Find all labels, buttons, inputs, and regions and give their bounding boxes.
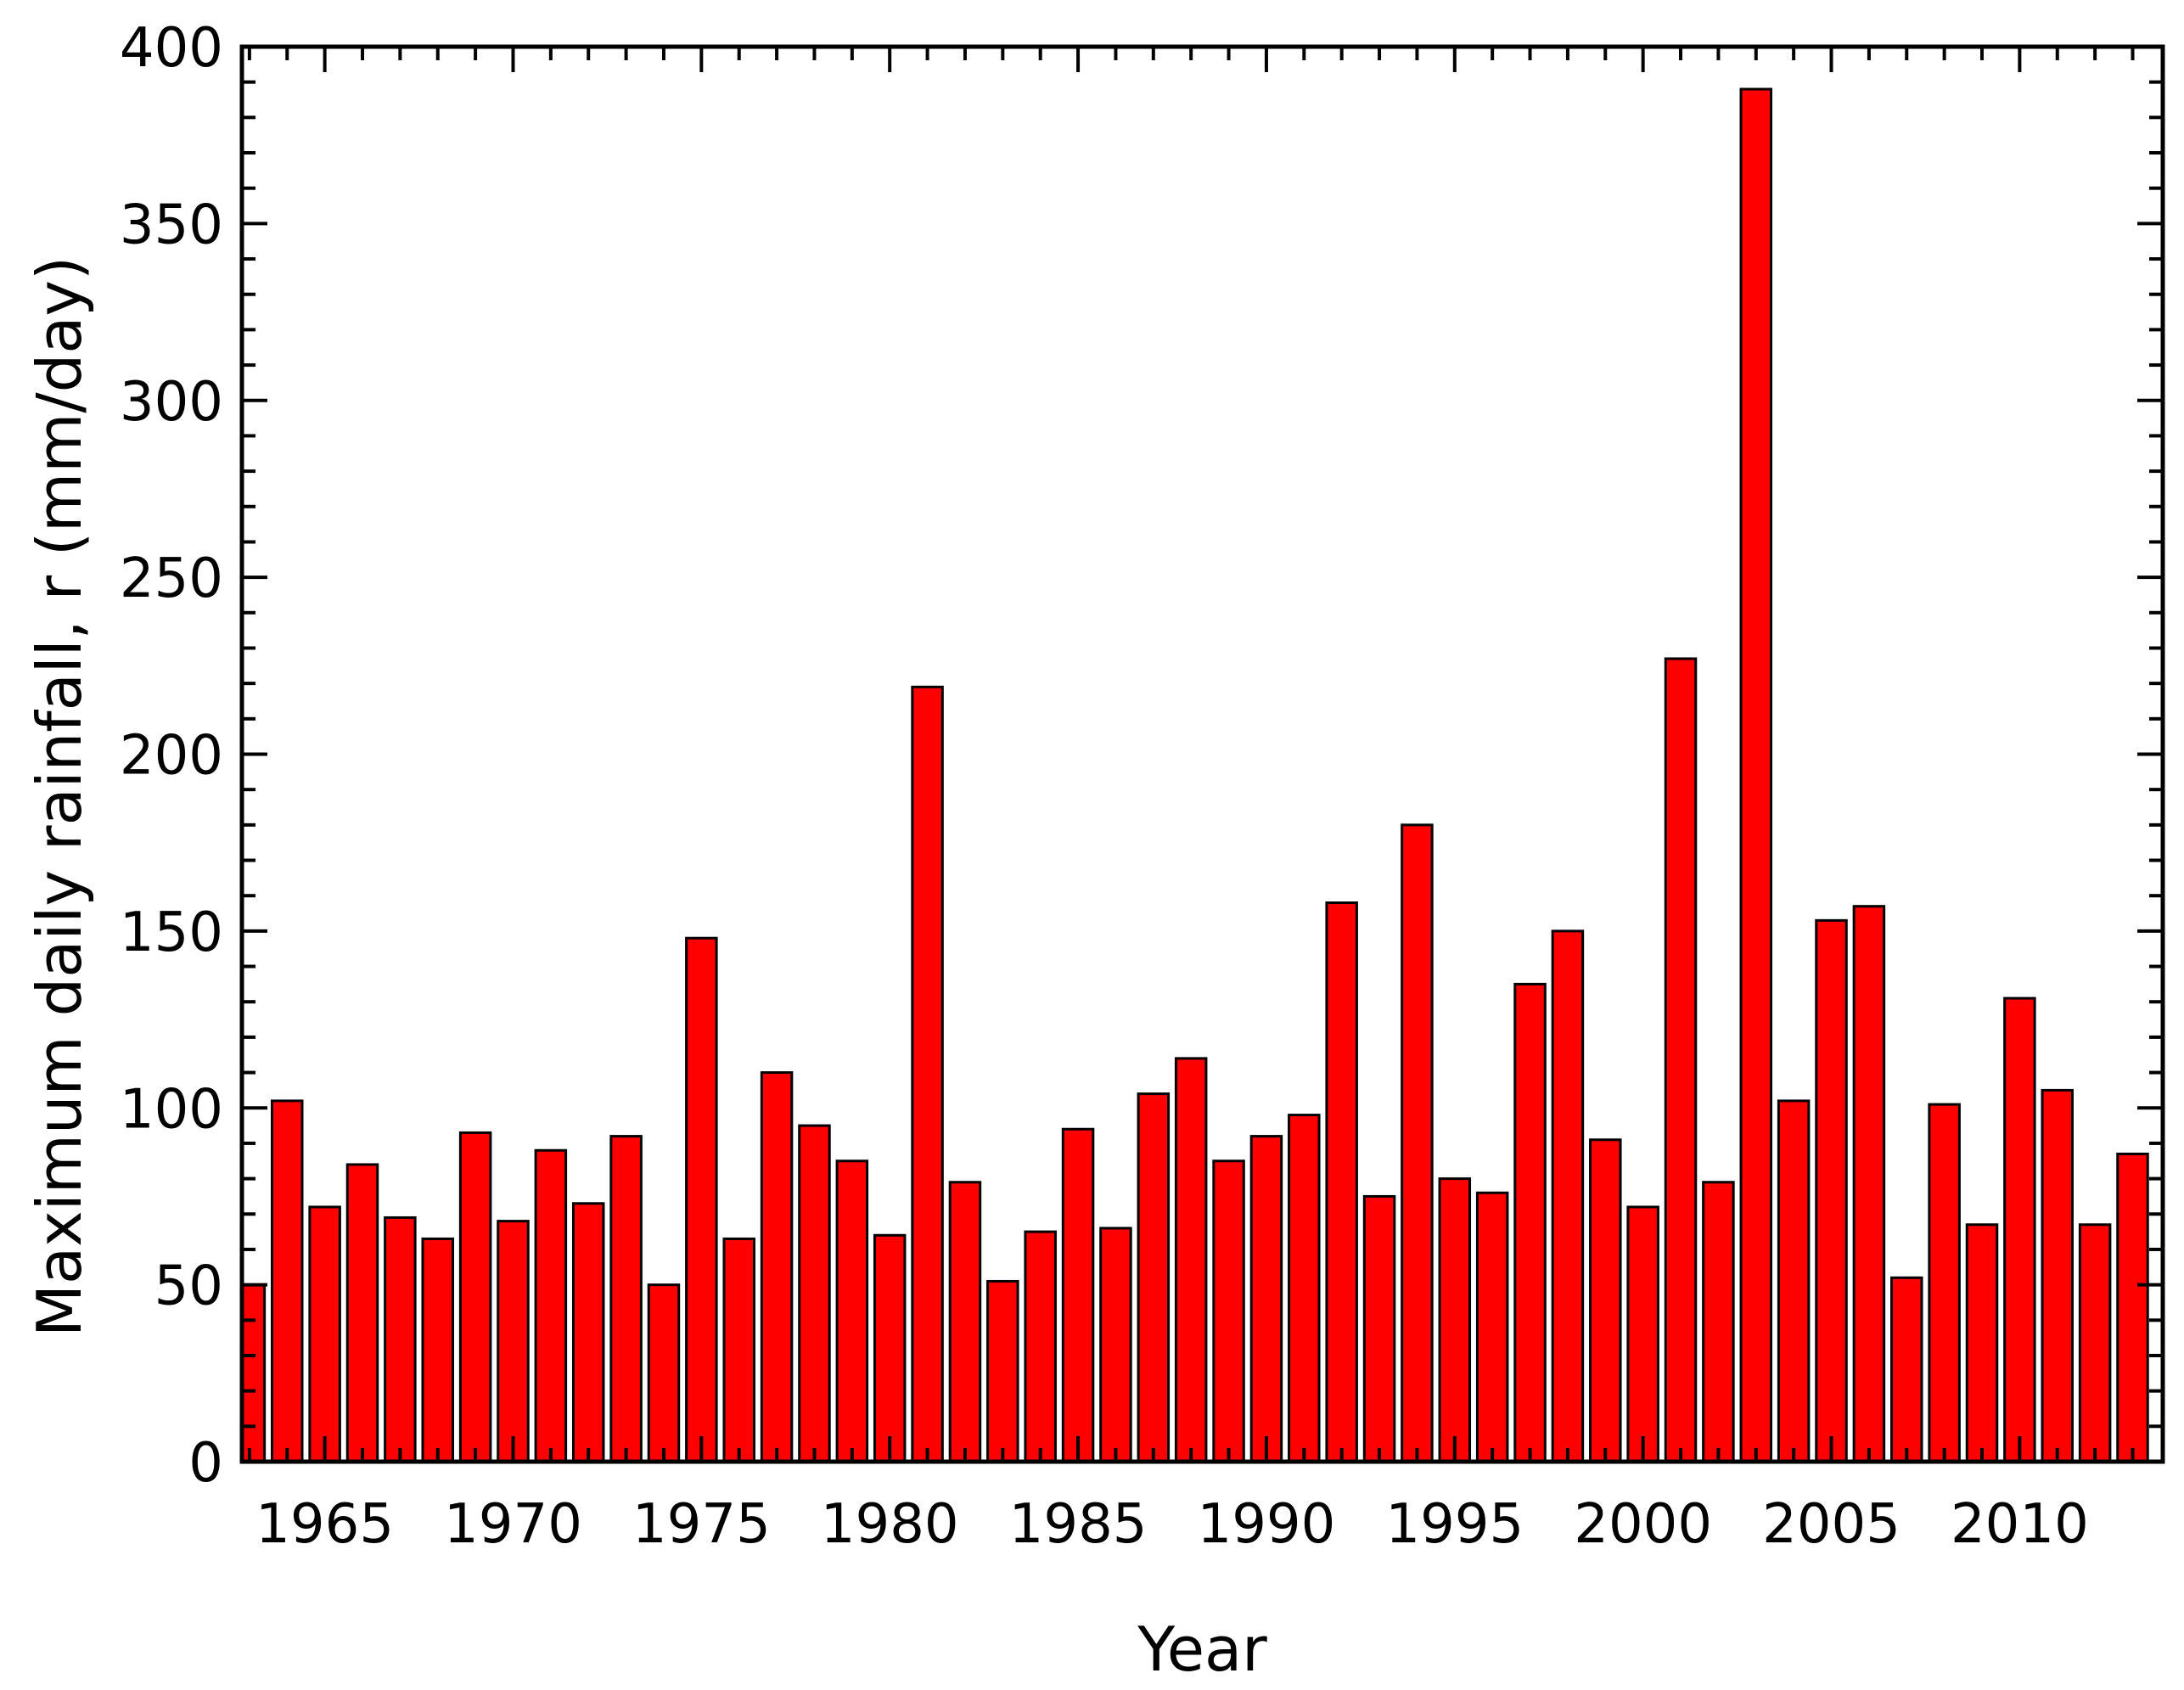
bar-1982 [948,1181,982,1463]
bar-1975 [685,936,718,1463]
bar-1966 [345,1163,379,1463]
x-tick-label: 1985 [1009,1493,1148,1556]
y-tick-label: 400 [120,17,223,80]
bar-1985 [1061,1127,1095,1463]
bar-2001 [1664,657,1698,1463]
bars-group [240,87,2149,1463]
tick-marks [242,45,2163,1463]
bar-1992 [1325,901,1358,1463]
bar-1971 [534,1148,568,1463]
x-tick-label: 2005 [1762,1493,1900,1556]
bar-2005 [1815,918,1848,1463]
y-tick-label: 0 [188,1432,223,1495]
bar-1991 [1288,1114,1321,1463]
bar-2002 [1702,1181,1735,1463]
x-tick-labels: 1965 1970 1975 1980 1985 1990 1995 2000 2005 2010 [255,1493,2089,1556]
y-tick-label: 150 [120,901,223,964]
y-axis-title: Maximum daily rainfall, r (mm/day) [24,256,95,1337]
bar-1970 [497,1220,530,1463]
y-tick-label: 50 [154,1255,223,1318]
bar-1977 [760,1071,794,1463]
bar-1998 [1551,929,1585,1463]
bar-2007 [1890,1276,1923,1463]
bar-1994 [1401,823,1434,1463]
bar-1997 [1513,982,1547,1463]
bar-2003 [1739,87,1773,1463]
y-tick-label: 350 [120,194,223,256]
bar-1964 [270,1099,304,1463]
x-tick-label: 2000 [1574,1493,1712,1556]
bar-1974 [647,1283,681,1463]
bar-1979 [835,1159,869,1463]
y-tick-label: 250 [120,547,223,610]
bar-2013 [2116,1152,2149,1463]
bar-1999 [1589,1138,1622,1463]
bar-1993 [1362,1194,1396,1463]
x-tick-label: 1965 [255,1493,394,1556]
bar-1972 [571,1202,605,1463]
bar-1990 [1249,1135,1283,1463]
bar-1965 [308,1205,341,1463]
bar-1968 [421,1237,454,1463]
y-tick-label: 200 [120,725,223,788]
bar-2010 [2003,997,2036,1463]
bar-1996 [1475,1191,1509,1463]
bar-2012 [2078,1223,2112,1463]
bar-1976 [722,1237,755,1463]
x-tick-label: 1970 [444,1493,582,1556]
x-tick-label: 2010 [1951,1493,2089,1556]
bar-1983 [986,1279,1019,1463]
bar-2004 [1777,1099,1811,1463]
bar-2009 [1965,1223,1999,1463]
y-tick-label: 100 [120,1078,223,1141]
x-tick-label: 1995 [1385,1493,1524,1556]
y-tick-label: 300 [120,371,223,434]
bar-1995 [1438,1177,1472,1463]
bar-1969 [458,1131,492,1463]
x-tick-label: 1980 [821,1493,959,1556]
bar-2008 [1928,1103,1961,1463]
x-tick-label: 1990 [1197,1493,1335,1556]
bar-1988 [1174,1057,1208,1463]
bar-1987 [1137,1092,1171,1463]
bar-2000 [1626,1205,1659,1463]
bar-2011 [2041,1088,2075,1463]
bar-1978 [798,1124,831,1463]
bar-1967 [384,1216,417,1463]
bar-1980 [873,1233,907,1463]
bar-1989 [1212,1159,1245,1463]
x-tick-label: 1975 [632,1493,771,1556]
plot-frame [239,44,2165,1464]
bar-1986 [1099,1227,1132,1463]
bar-1973 [609,1135,643,1463]
bar-1981 [911,685,944,1463]
bar-2006 [1852,905,1886,1463]
y-tick-labels: 0 50 100 150 200 250 300 350 400 [120,17,223,1495]
bar-1984 [1024,1230,1057,1463]
bar-1963 [240,1283,267,1463]
x-axis-title: Year [1137,1614,1267,1685]
